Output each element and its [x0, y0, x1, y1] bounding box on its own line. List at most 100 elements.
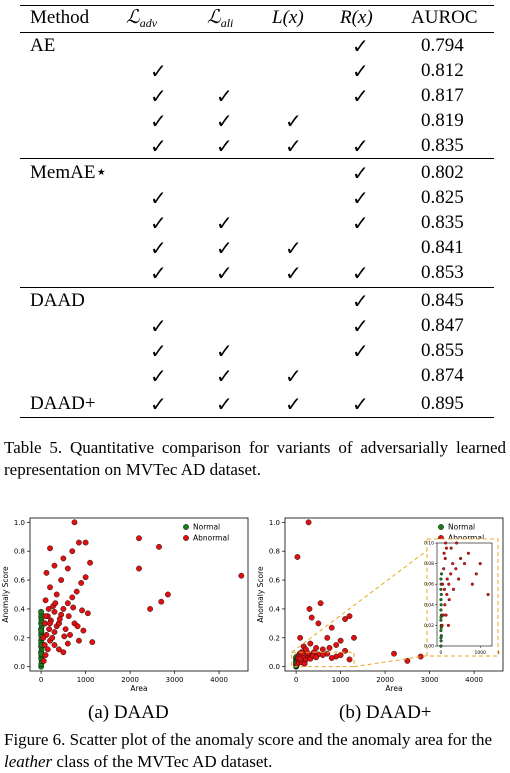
row-auroc: 0.825	[421, 187, 464, 208]
header-ali: ℒali	[207, 7, 233, 34]
row-auroc: 0.819	[421, 110, 464, 131]
check-mark-ali: ✓	[216, 236, 233, 260]
abnormal-point	[297, 655, 304, 662]
check-mark-adv: ✓	[150, 314, 167, 338]
inset-normal-point	[439, 598, 443, 602]
inset-abnormal-point	[457, 577, 461, 581]
check-mark-lx: ✓	[285, 261, 302, 285]
inset-normal-point	[439, 592, 443, 597]
inset-normal-point	[439, 587, 443, 591]
check-mark-lx: ✓	[285, 236, 302, 260]
scatter-plot-a: 0 1000 2000 3000 4000 0.0 0.2 0.4 0.6 0.8 1.0 Area A…	[2, 517, 249, 693]
inset-y-tick-label: 0.10	[424, 541, 434, 547]
header-method: Method	[30, 7, 90, 28]
check-mark-lx: ✓	[285, 392, 302, 416]
abnormal-point	[313, 645, 320, 651]
abnormal-point	[79, 607, 85, 614]
inset-abnormal-point	[466, 551, 470, 555]
row-auroc: 0.835	[421, 212, 464, 233]
inset-abnormal-point	[470, 582, 474, 586]
abnormal-point	[56, 646, 62, 653]
abnormal-point	[305, 519, 312, 526]
check-mark-ali: ✓	[216, 364, 233, 388]
abnormal-point	[136, 565, 142, 572]
abnormal-point	[326, 645, 333, 651]
x-tick-label: 4000	[465, 676, 483, 684]
inset-abnormal-point	[455, 541, 459, 545]
row-auroc: 0.794	[421, 35, 464, 56]
inset-abnormal-point	[486, 592, 490, 597]
check-mark-ali: ✓	[216, 84, 233, 108]
check-mark-ali: ✓	[216, 392, 233, 416]
abnormal-point	[47, 584, 53, 591]
abnormal-point	[51, 562, 58, 569]
abnormal-point	[44, 646, 51, 653]
y-tick-label: 0.6	[269, 577, 281, 585]
x-tick-label: 0	[39, 676, 43, 684]
inset-normal-point	[439, 608, 443, 612]
abnormal-point	[319, 652, 326, 659]
check-mark-adv: ✓	[150, 364, 167, 388]
abnormal-point	[71, 519, 78, 526]
row-auroc: 0.847	[421, 315, 464, 336]
check-mark-ali: ✓	[216, 211, 233, 235]
check-mark-lx: ✓	[285, 364, 302, 388]
abnormal-point	[82, 539, 89, 546]
abnormal-point	[337, 652, 344, 659]
abnormal-point	[78, 580, 85, 586]
abnormal-point	[42, 613, 49, 620]
abnormal-point	[64, 565, 71, 572]
legend-label: Normal	[193, 523, 220, 532]
inset-abnormal-point	[451, 562, 455, 566]
abnormal-point	[46, 626, 53, 633]
abnormal-point	[147, 606, 154, 612]
abnormal-point	[80, 627, 87, 634]
row-method: AE	[30, 35, 56, 56]
check-mark-adv: ✓	[150, 186, 167, 210]
inset-normal-point	[439, 572, 444, 576]
abnormal-point	[51, 629, 58, 635]
abnormal-point	[74, 623, 81, 630]
abnormal-point	[40, 634, 47, 641]
check-mark-adv: ✓	[150, 59, 167, 83]
abnormal-point	[301, 660, 308, 667]
row-auroc: 0.855	[421, 340, 464, 361]
abnormal-point	[69, 594, 76, 601]
inset-abnormal-point	[445, 592, 449, 597]
inset-x-tick-label: 1000	[474, 650, 486, 656]
inset-normal-point	[439, 577, 443, 581]
x-tick-label: 3000	[166, 676, 184, 684]
inset-abnormal-point	[446, 623, 450, 627]
abnormal-point	[82, 574, 89, 581]
inset-abnormal-point	[449, 546, 453, 550]
header-auroc: AUROC	[411, 7, 478, 28]
abnormal-point	[87, 559, 93, 566]
y-tick-label: 0.0	[14, 663, 25, 671]
abnormal-point	[52, 600, 59, 607]
table-caption: Table 5. Quantitative comparison for var…	[4, 438, 506, 479]
abnormal-point	[337, 637, 344, 644]
inset-y-tick-label: 0.06	[424, 582, 434, 588]
abnormal-point	[324, 634, 331, 641]
legend-label: Abnormal	[193, 534, 229, 543]
abnormal-point	[308, 614, 315, 621]
inset-normal-point	[439, 629, 443, 633]
group-rule-1	[20, 158, 494, 159]
inset-abnormal-point	[478, 562, 482, 566]
y-tick-label: 1.0	[14, 519, 25, 527]
header-lx: L(x)	[272, 7, 304, 28]
abnormal-point	[299, 650, 306, 656]
check-mark-adv: ✓	[150, 134, 167, 158]
row-auroc: 0.853	[421, 262, 464, 283]
abnormal-point	[41, 642, 48, 648]
check-mark-rx: ✓	[352, 289, 369, 313]
abnormal-point	[56, 616, 63, 622]
inset-abnormal-point	[474, 572, 478, 576]
abnormal-point	[65, 613, 72, 620]
abnormal-point	[156, 543, 162, 550]
figure-caption-prefix: Figure 6. Scatter plot of the anomaly sc…	[4, 730, 493, 749]
check-mark-ali: ✓	[216, 109, 233, 133]
figure-caption-italic: leather	[4, 752, 53, 771]
row-auroc: 0.841	[421, 237, 464, 258]
inset-y-tick-label: 0.00	[424, 644, 434, 650]
